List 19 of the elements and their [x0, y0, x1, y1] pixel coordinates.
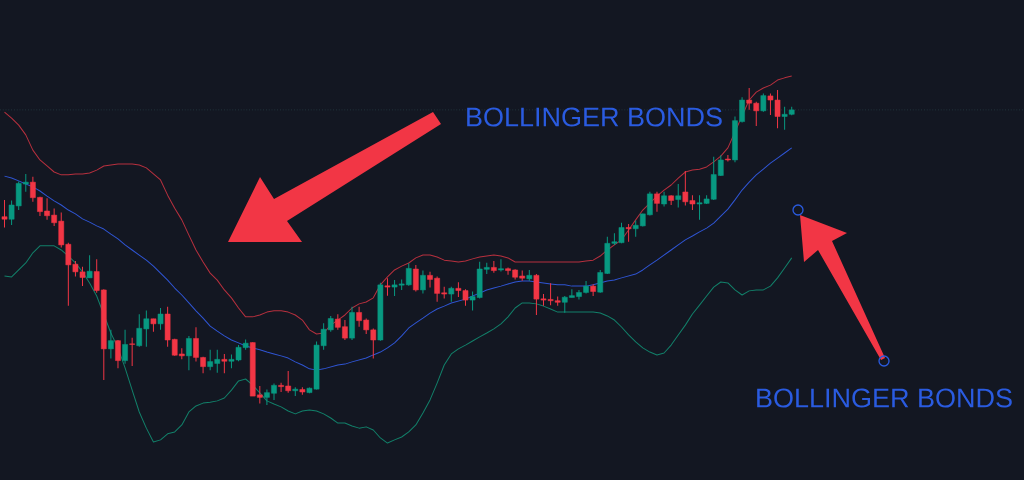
candlestick: [725, 154, 731, 163]
candlestick: [115, 339, 121, 369]
candlestick: [122, 329, 128, 365]
candlestick: [498, 258, 504, 273]
candlestick: [420, 270, 426, 294]
candlestick: [108, 329, 114, 359]
annotation: BOLLINGER BONDS: [467, 107, 722, 127]
candlestick: [413, 264, 419, 293]
candlestick: [491, 260, 497, 274]
candlestick: [654, 191, 660, 213]
candlestick: [186, 335, 192, 371]
annotation: BOLLINGER BONDS: [757, 388, 1012, 408]
candlestick: [157, 307, 164, 331]
candlestick: [760, 92, 767, 113]
candlestick: [86, 254, 93, 279]
candlestick: [221, 353, 228, 374]
candlestick: [129, 337, 135, 367]
candlestick: [675, 183, 682, 209]
candlestick: [1, 199, 8, 228]
